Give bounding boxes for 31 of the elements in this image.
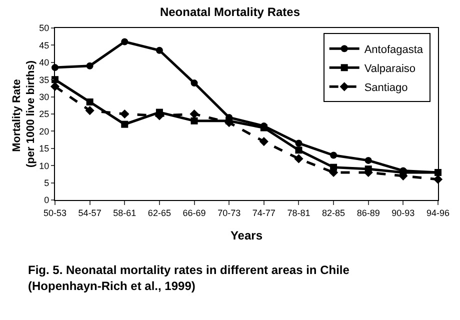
y-tick-label: 20: [39, 126, 50, 136]
text: (Hopenhayn-Rich et al., 1999): [28, 279, 196, 293]
x-tick-label: 66-69: [182, 208, 206, 218]
x-tick-label: 78-81: [287, 208, 310, 218]
chart-title: Neonatal Mortality Rates: [160, 5, 300, 20]
x-tick-label: 54-57: [78, 208, 102, 218]
legend-label: Antofagasta: [364, 44, 424, 56]
legend-label: Valparaiso: [364, 62, 416, 75]
x-tick-label: 90-93: [392, 208, 415, 218]
caption: Fig. 5. Neonatal mortality rates in different areas in Chile: [28, 263, 350, 277]
y-tick-label: 35: [39, 74, 50, 85]
x-tick-label: 58-61: [113, 208, 136, 218]
y-tick-label: 15: [39, 144, 50, 154]
y-tick-label: 50: [39, 23, 50, 34]
y-tick-label: 5: [44, 178, 50, 188]
x-tick-label: 74-77: [252, 208, 276, 218]
x-tick-label: 50-53: [43, 208, 67, 218]
x-tick-label: 82-85: [322, 208, 346, 218]
legend-label: Santiago: [364, 82, 408, 94]
y-tick-label: 10: [39, 160, 50, 171]
y-tick-label: 30: [39, 92, 50, 102]
x-axis-title: Years: [230, 228, 263, 243]
y-axis-title: Mortality Rate (per 1000 live births): [10, 60, 38, 168]
y-tick-label: 25: [39, 109, 50, 120]
x-tick-label: 70-73: [218, 208, 241, 218]
x-tick-label: 86-89: [356, 208, 380, 218]
x-tick-label: 94-96: [426, 208, 450, 218]
y-tick-label: 40: [39, 58, 50, 68]
x-tick-label: 62-65: [148, 208, 171, 218]
y-tick-label: 45: [39, 40, 50, 50]
y-tick-label: 0: [44, 195, 50, 206]
